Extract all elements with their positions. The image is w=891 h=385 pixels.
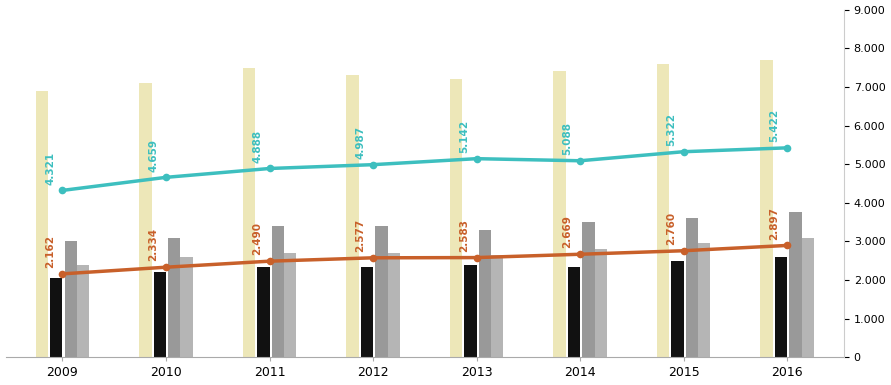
Text: 5.088: 5.088	[562, 122, 573, 155]
Bar	[153, 272, 166, 357]
Text: 2.577: 2.577	[356, 219, 365, 252]
Text: 4.321: 4.321	[45, 151, 55, 184]
Bar	[478, 230, 491, 357]
Bar	[361, 266, 373, 357]
Bar	[272, 226, 284, 357]
Text: 4.987: 4.987	[356, 126, 365, 159]
Bar	[568, 266, 580, 357]
Bar	[77, 264, 89, 357]
Bar	[491, 255, 503, 357]
Bar	[685, 218, 698, 357]
Bar	[64, 241, 77, 357]
Text: 2.583: 2.583	[459, 219, 469, 252]
Bar	[257, 266, 269, 357]
Text: 2.897: 2.897	[770, 207, 780, 239]
Text: 2.162: 2.162	[45, 235, 55, 268]
Bar	[698, 243, 710, 357]
Bar	[450, 79, 462, 357]
Bar	[388, 253, 400, 357]
Text: 5.322: 5.322	[666, 113, 676, 146]
Bar	[375, 226, 388, 357]
Bar	[671, 261, 683, 357]
Bar	[242, 67, 255, 357]
Text: 5.422: 5.422	[770, 109, 780, 142]
Bar	[594, 249, 607, 357]
Text: 2.760: 2.760	[666, 212, 676, 245]
Bar	[760, 60, 772, 357]
Text: 2.669: 2.669	[562, 216, 573, 248]
Bar	[789, 213, 802, 357]
Bar	[50, 278, 62, 357]
Bar	[284, 253, 297, 357]
Text: 4.659: 4.659	[149, 139, 159, 172]
Bar	[774, 257, 787, 357]
Bar	[36, 91, 48, 357]
Bar	[346, 75, 358, 357]
Bar	[139, 83, 151, 357]
Text: 2.334: 2.334	[149, 228, 159, 261]
Bar	[553, 71, 566, 357]
Bar	[168, 238, 181, 357]
Text: 2.490: 2.490	[252, 223, 262, 255]
Bar	[181, 257, 193, 357]
Text: 5.142: 5.142	[459, 120, 469, 153]
Bar	[802, 238, 814, 357]
Bar	[464, 264, 477, 357]
Text: 4.888: 4.888	[252, 130, 262, 163]
Bar	[582, 222, 594, 357]
Bar	[657, 64, 669, 357]
